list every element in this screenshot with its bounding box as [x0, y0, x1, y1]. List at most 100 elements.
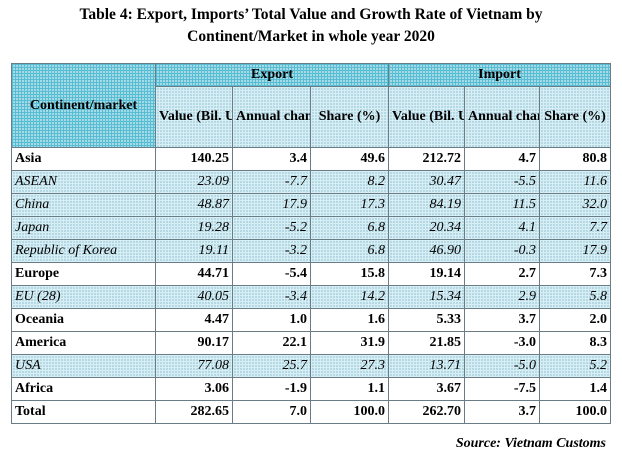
import-share-cell: 5.8	[539, 285, 612, 309]
table-title-line-2: Continent/Market in whole year 2020	[187, 28, 435, 45]
export-value-cell: 19.28	[155, 216, 233, 240]
market-cell: Oceania	[11, 308, 156, 332]
table-row: Total 282.65 7.0 100.0 262.70 3.7 100.0	[11, 400, 612, 424]
table-row: Asia 140.25 3.4 49.6 212.72 4.7 80.8	[11, 147, 612, 171]
import-share-cell: 100.0	[539, 400, 612, 424]
market-cell: ASEAN	[11, 170, 156, 194]
import-change-cell: 3.7	[464, 308, 541, 332]
table-row: Japan 19.28 -5.2 6.8 20.34 4.1 7.7	[11, 216, 612, 240]
export-value-cell: 48.87	[155, 193, 233, 217]
market-cell: USA	[11, 354, 156, 378]
import-change-cell: 11.5	[464, 193, 541, 217]
import-change-cell: -7.5	[464, 377, 541, 401]
import-share-cell: 2.0	[539, 308, 612, 332]
import-value-cell: 84.19	[388, 193, 466, 217]
export-share-cell: 49.6	[309, 147, 390, 171]
import-share-cell: 5.2	[539, 354, 612, 378]
export-change-cell: 1.0	[232, 308, 311, 332]
table-title: Table 4: Export, Imports’ Total Value an…	[0, 4, 622, 48]
export-value-cell: 44.71	[155, 262, 233, 286]
import-value-cell: 21.85	[388, 331, 466, 355]
export-change-cell: 3.4	[232, 147, 311, 171]
export-share-cell: 17.3	[309, 193, 390, 217]
export-value-cell: 140.25	[155, 147, 233, 171]
export-value-cell: 23.09	[155, 170, 233, 194]
import-change-cell: 3.7	[464, 400, 541, 424]
export-value-cell: 40.05	[155, 285, 233, 309]
column-header-export-value: Value (Bil. USD)	[155, 86, 233, 148]
market-cell: EU (28)	[11, 285, 156, 309]
export-value-cell: 3.06	[155, 377, 233, 401]
table-row: Republic of Korea 19.11 -3.2 6.8 46.90 -0.3 17…	[11, 239, 612, 263]
market-cell: Europe	[11, 262, 156, 286]
import-share-cell: 11.6	[539, 170, 612, 194]
market-cell: Africa	[11, 377, 156, 401]
import-value-cell: 13.71	[388, 354, 466, 378]
column-header-market: Continent/market	[11, 63, 156, 148]
export-share-cell: 6.8	[309, 239, 390, 263]
export-value-cell: 282.65	[155, 400, 233, 424]
export-share-cell: 14.2	[309, 285, 390, 309]
group-header-export: Export	[154, 63, 390, 87]
import-change-cell: 4.1	[464, 216, 541, 240]
import-value-cell: 212.72	[388, 147, 466, 171]
column-header-import-change: Annual change (%)	[464, 86, 541, 148]
export-share-cell: 31.9	[309, 331, 390, 355]
source-note: Source: Vietnam Customs	[455, 436, 606, 451]
import-share-cell: 7.3	[539, 262, 612, 286]
export-value-cell: 77.08	[155, 354, 233, 378]
market-cell: Total	[11, 400, 156, 424]
export-share-cell: 15.8	[309, 262, 390, 286]
export-change-cell: 17.9	[232, 193, 311, 217]
export-share-cell: 1.1	[309, 377, 390, 401]
export-change-cell: 22.1	[232, 331, 311, 355]
import-change-cell: -3.0	[464, 331, 541, 355]
import-share-cell: 80.8	[539, 147, 612, 171]
export-share-cell: 100.0	[309, 400, 390, 424]
export-value-cell: 90.17	[155, 331, 233, 355]
import-change-cell: 2.7	[464, 262, 541, 286]
export-change-cell: -3.2	[232, 239, 311, 263]
table-body: Asia 140.25 3.4 49.6 212.72 4.7 80.8 ASEAN 23.09…	[11, 147, 612, 424]
table-row: America 90.17 22.1 31.9 21.85 -3.0 8.3	[11, 331, 612, 355]
column-header-export-change: Annual change (%)	[232, 86, 311, 148]
import-value-cell: 262.70	[388, 400, 466, 424]
export-change-cell: 25.7	[232, 354, 311, 378]
import-share-cell: 32.0	[539, 193, 612, 217]
market-cell: China	[11, 193, 156, 217]
import-value-cell: 15.34	[388, 285, 466, 309]
export-change-cell: -5.2	[232, 216, 311, 240]
table-row: USA 77.08 25.7 27.3 13.71 -5.0 5.2	[11, 354, 612, 378]
market-cell: Japan	[11, 216, 156, 240]
export-share-cell: 6.8	[309, 216, 390, 240]
table-row: Oceania 4.47 1.0 1.6 5.33 3.7 2.0	[11, 308, 612, 332]
table-row: Europe 44.71 -5.4 15.8 19.14 2.7 7.3	[11, 262, 612, 286]
export-change-cell: -7.7	[232, 170, 311, 194]
import-change-cell: 4.7	[464, 147, 541, 171]
market-cell: Asia	[11, 147, 156, 171]
table-row: China 48.87 17.9 17.3 84.19 11.5 32.0	[11, 193, 612, 217]
export-value-cell: 4.47	[155, 308, 233, 332]
export-change-cell: -1.9	[232, 377, 311, 401]
column-header-export-share: Share (%)	[309, 86, 390, 148]
export-share-cell: 8.2	[309, 170, 390, 194]
market-cell: Republic of Korea	[11, 239, 156, 263]
export-change-cell: -3.4	[232, 285, 311, 309]
table-row: ASEAN 23.09 -7.7 8.2 30.47 -5.5 11.6	[11, 170, 612, 194]
export-change-cell: 7.0	[232, 400, 311, 424]
table-row: EU (28) 40.05 -3.4 14.2 15.34 2.9 5.8	[11, 285, 612, 309]
table-title-line-1: Table 4: Export, Imports’ Total Value an…	[79, 6, 543, 23]
import-value-cell: 30.47	[388, 170, 466, 194]
market-cell: America	[11, 331, 156, 355]
export-change-cell: -5.4	[232, 262, 311, 286]
import-share-cell: 1.4	[539, 377, 612, 401]
import-share-cell: 7.7	[539, 216, 612, 240]
import-value-cell: 3.67	[388, 377, 466, 401]
group-header-import: Import	[388, 63, 612, 87]
import-share-cell: 17.9	[539, 239, 612, 263]
import-change-cell: -5.5	[464, 170, 541, 194]
import-share-cell: 8.3	[539, 331, 612, 355]
import-value-cell: 46.90	[388, 239, 466, 263]
import-change-cell: 2.9	[464, 285, 541, 309]
export-value-cell: 19.11	[155, 239, 233, 263]
